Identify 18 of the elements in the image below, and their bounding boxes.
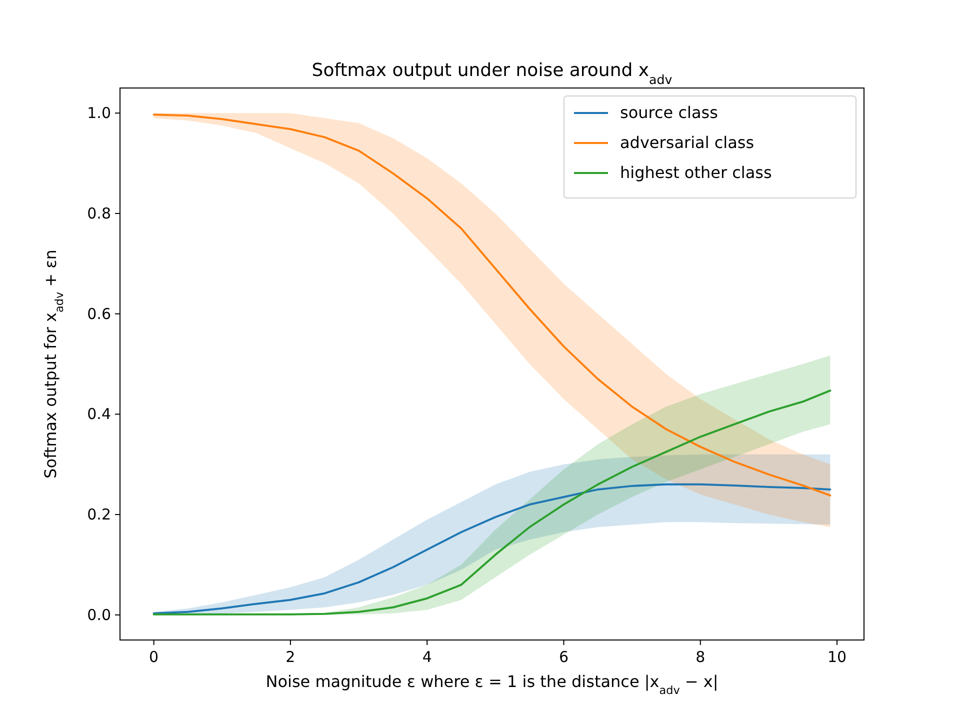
y-tick-label: 0.2 (87, 506, 111, 524)
chart-title: Softmax output under noise around x$_{adv}$ (312, 60, 673, 86)
y-tick-label: 0.6 (87, 304, 111, 323)
x-tick-label: 10 (827, 648, 847, 666)
y-tick-label: 0.0 (87, 606, 111, 624)
legend-label: highest other class (620, 163, 772, 182)
y-tick-label: 0.4 (87, 405, 111, 424)
y-tick-label: 1.0 (87, 104, 111, 122)
x-axis-title: Noise magnitude ε where ε = 1 is the distance |x$_{adv}$ − x| (266, 672, 718, 696)
line-series (152, 483, 832, 614)
x-tick-label: 0 (149, 648, 159, 666)
y-tick-label: 0.8 (87, 204, 111, 222)
x-tick-label: 6 (558, 648, 569, 666)
x-tick-label: 4 (422, 648, 432, 666)
legend-label: source class (620, 103, 718, 122)
legend-label: adversarial class (620, 133, 754, 152)
x-tick-label: 8 (696, 648, 706, 666)
x-tick-label: 2 (286, 648, 296, 666)
